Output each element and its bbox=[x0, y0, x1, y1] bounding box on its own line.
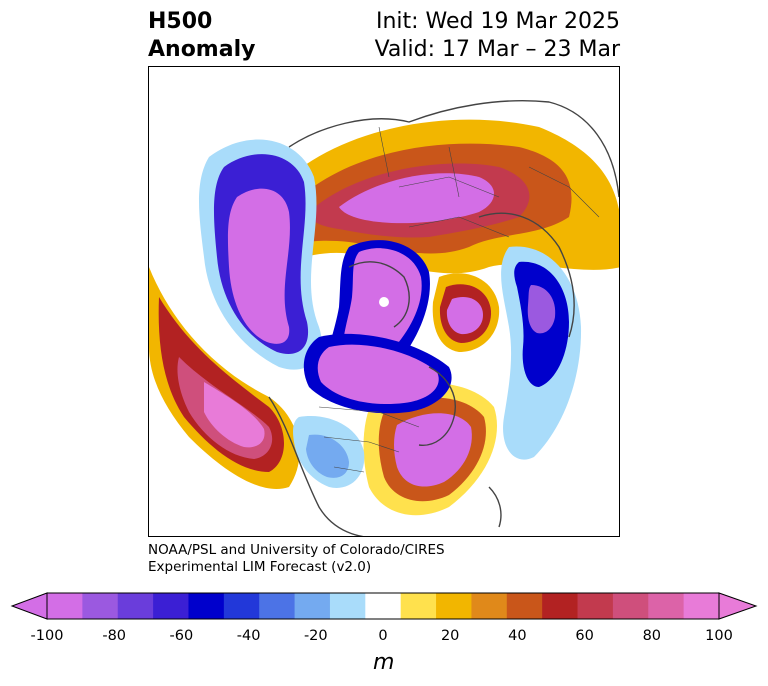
title-type: Anomaly bbox=[148, 37, 256, 62]
colorbar bbox=[10, 592, 758, 620]
colorbar-segment bbox=[683, 593, 720, 619]
colorbar-tick-label: 40 bbox=[508, 628, 527, 644]
colorbar-segment bbox=[542, 593, 579, 619]
colorbar-tick-label: -40 bbox=[236, 628, 261, 644]
colorbar-tick-labels: -100 -80 -60 -40 -20 0 20 40 60 80 100 bbox=[0, 628, 768, 648]
colorbar-segment bbox=[223, 593, 260, 619]
colorbar-segment bbox=[577, 593, 614, 619]
colorbar-segment bbox=[259, 593, 296, 619]
border-lines bbox=[318, 126, 600, 473]
colorbar-frame bbox=[46, 592, 720, 620]
colorbar-tick-label: -100 bbox=[30, 628, 64, 644]
colorbar-extend-max bbox=[718, 592, 758, 620]
colorbar-tick-label: -20 bbox=[303, 628, 328, 644]
colorbar-segment bbox=[153, 593, 189, 619]
colorbar-unit-label: m bbox=[373, 650, 395, 675]
anomaly-map bbox=[148, 66, 620, 537]
colorbar-segments bbox=[10, 592, 758, 620]
colorbar-segment bbox=[294, 593, 331, 619]
credit-line-1: NOAA/PSL and University of Colorado/CIRE… bbox=[148, 542, 445, 558]
colorbar-segment bbox=[612, 593, 649, 619]
anomaly-map-svg bbox=[149, 100, 619, 536]
positive-anomaly-regions bbox=[149, 119, 619, 516]
colorbar-segment bbox=[506, 593, 543, 619]
colorbar-tick-label: -80 bbox=[102, 628, 127, 644]
credit-text: NOAA/PSL and University of Colorado/CIRE… bbox=[148, 542, 445, 576]
colorbar-segment bbox=[47, 593, 83, 619]
colorbar-segment bbox=[188, 593, 225, 619]
credit-line-2: Experimental LIM Forecast (v2.0) bbox=[148, 559, 372, 575]
colorbar-tick-label: 0 bbox=[378, 628, 388, 644]
colorbar-tick-label: -60 bbox=[169, 628, 194, 644]
colorbar-extend-min bbox=[10, 592, 48, 620]
pole-marker bbox=[379, 297, 389, 307]
title-right: Init: Wed 19 Mar 2025 Valid: 17 Mar – 23… bbox=[375, 8, 620, 64]
colorbar-segment bbox=[329, 593, 366, 619]
colorbar-tick-label: 100 bbox=[705, 628, 733, 644]
colorbar-segment bbox=[117, 593, 154, 619]
colorbar-segment bbox=[400, 593, 437, 619]
title-variable: H500 bbox=[148, 9, 213, 34]
negative-anomaly-regions bbox=[199, 139, 582, 488]
colorbar-segment bbox=[471, 593, 508, 619]
valid-range: Valid: 17 Mar – 23 Mar bbox=[374, 37, 620, 62]
title-left: H500 Anomaly bbox=[148, 8, 255, 64]
colorbar-segment bbox=[365, 593, 402, 619]
init-date: Init: Wed 19 Mar 2025 bbox=[375, 9, 620, 34]
coastline-outlines bbox=[268, 100, 619, 536]
colorbar-segment bbox=[436, 593, 472, 619]
colorbar-segment bbox=[648, 593, 685, 619]
colorbar-segment bbox=[82, 593, 119, 619]
colorbar-tick-label: 20 bbox=[440, 628, 460, 644]
colorbar-tick-label: 60 bbox=[575, 628, 594, 644]
colorbar-tick-label: 80 bbox=[642, 628, 662, 644]
